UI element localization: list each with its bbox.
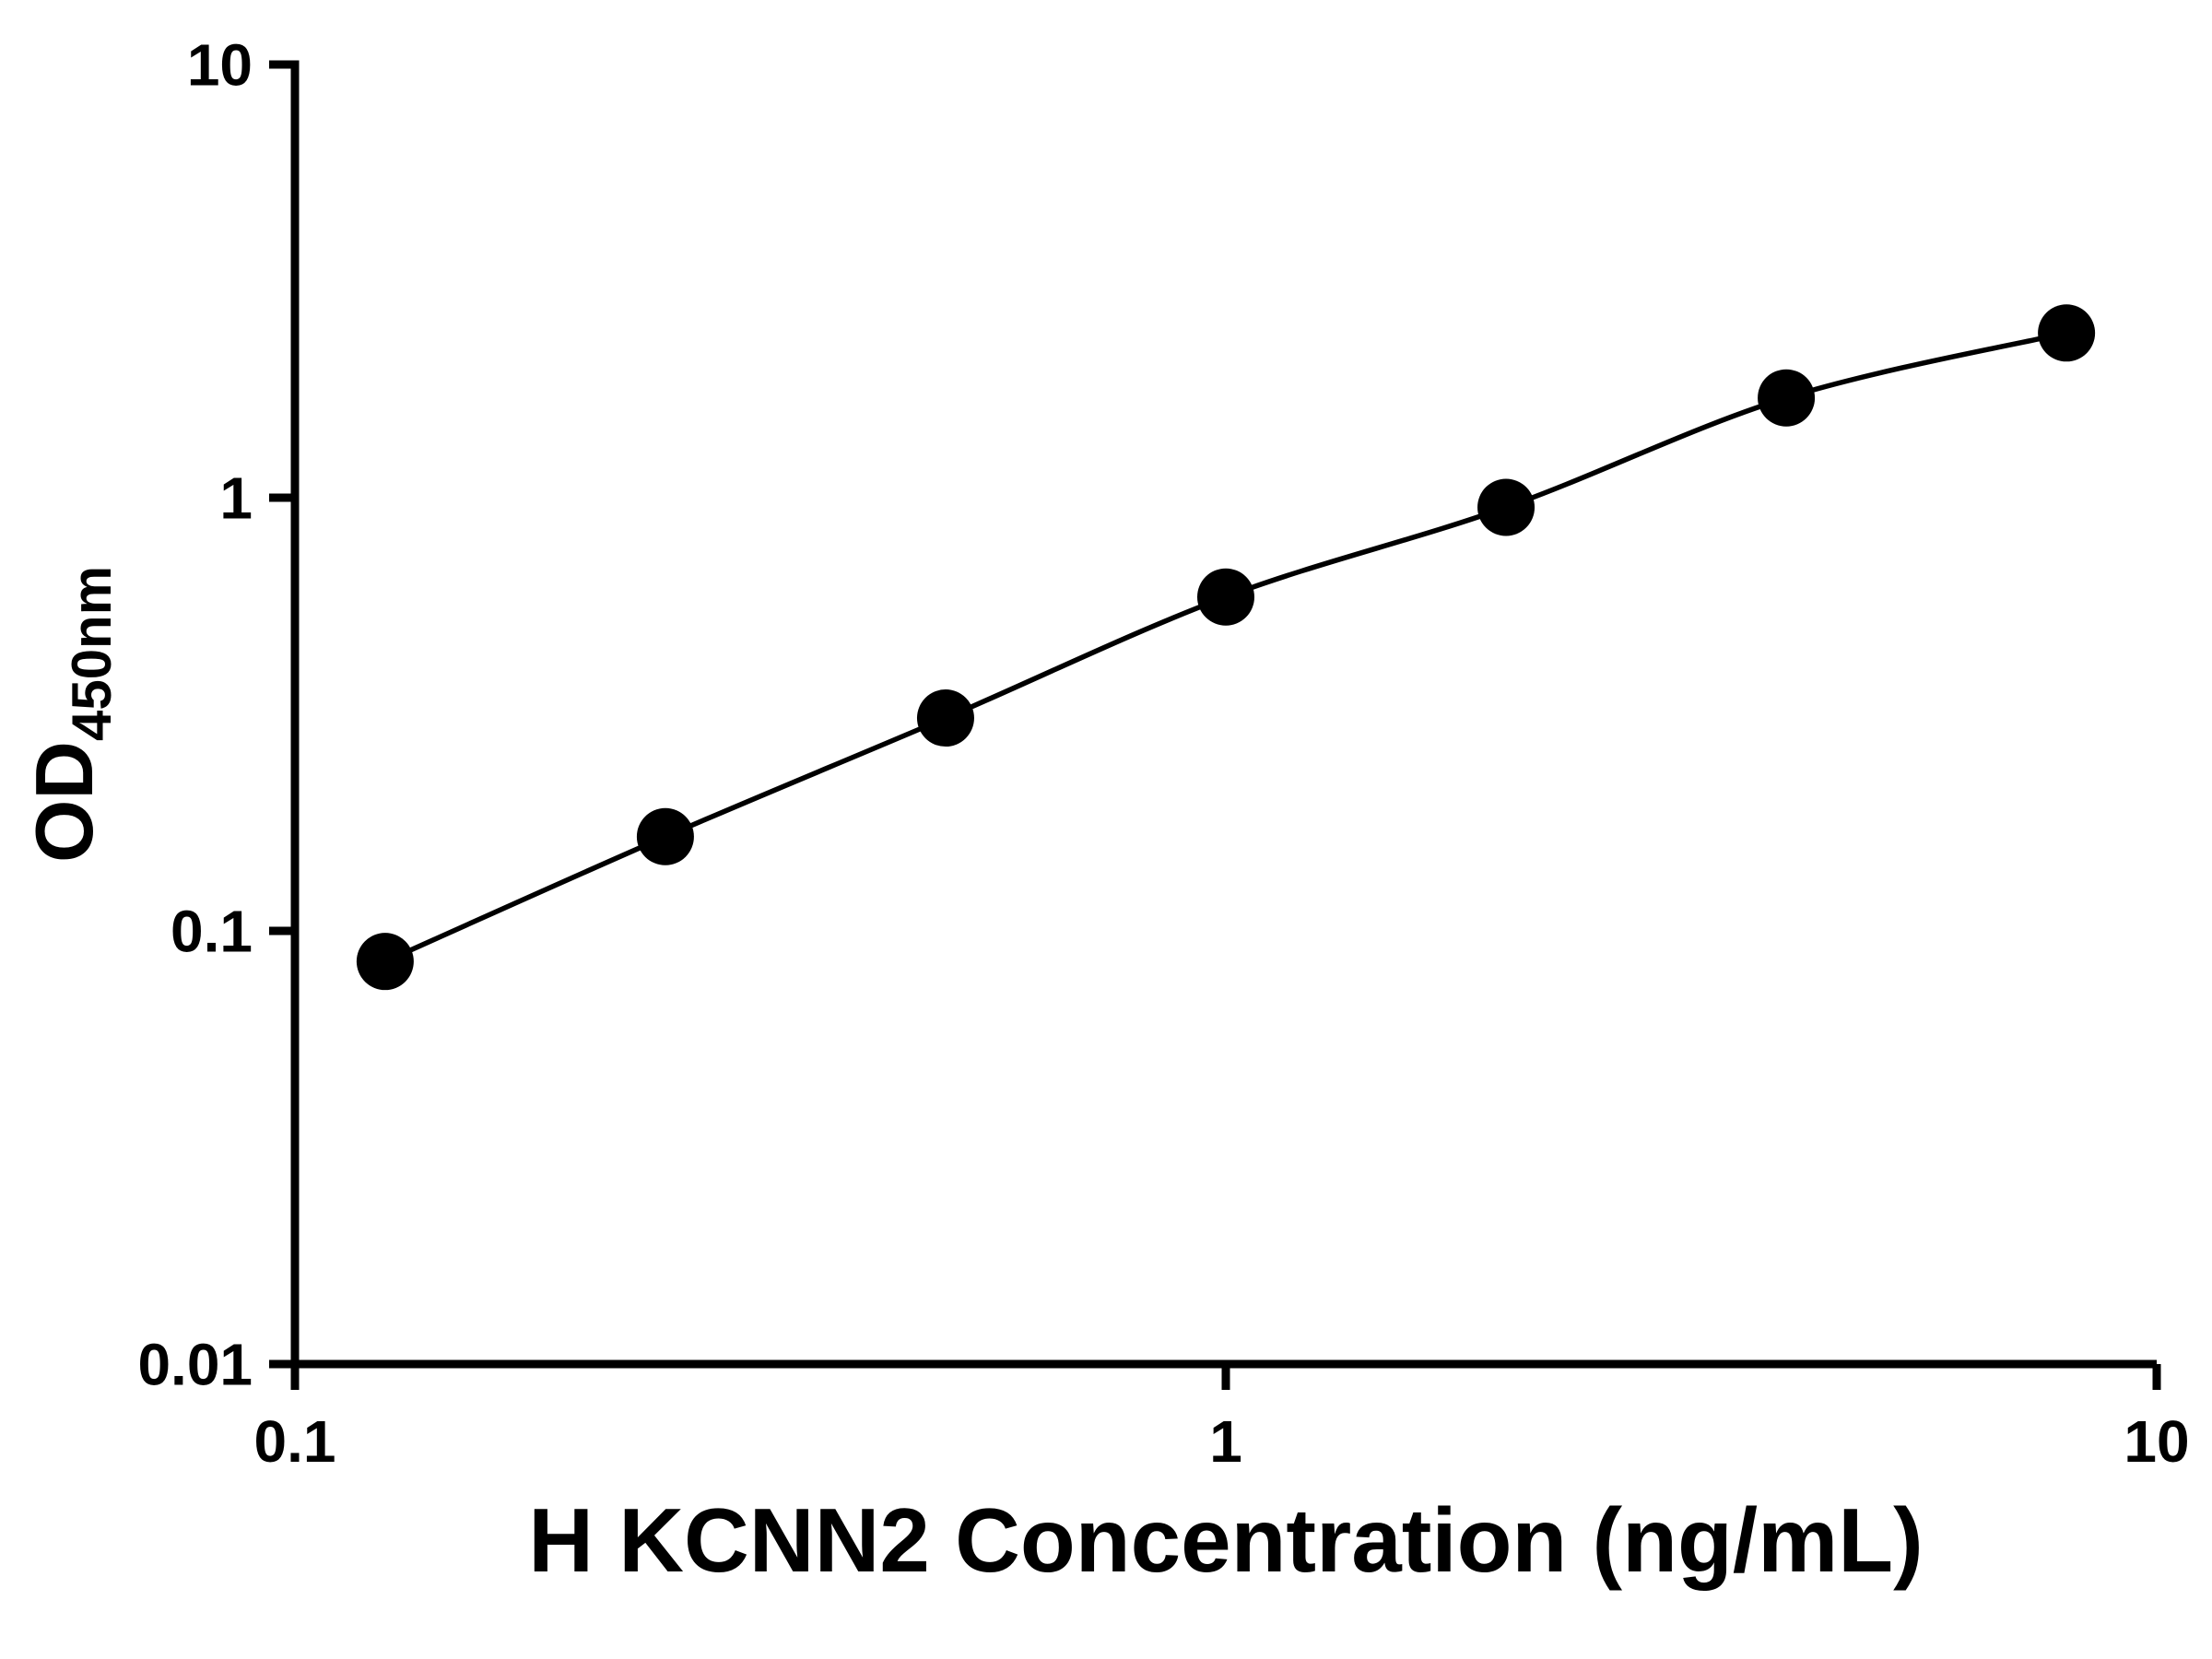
y-axis-title-main: OD (18, 741, 110, 863)
x-tick-label: 10 (2124, 1408, 2189, 1475)
data-point (2038, 304, 2096, 362)
data-point (636, 807, 694, 865)
data-point (356, 933, 414, 991)
x-axis-title: H KCNN2 Concentration (ng/mL) (528, 1489, 1924, 1591)
data-point (1197, 568, 1254, 626)
y-tick-label: 1 (219, 465, 253, 531)
x-tick-label: 0.1 (254, 1408, 336, 1475)
y-tick-label: 0.01 (137, 1331, 253, 1397)
y-axis-title-subscript: 450nm (61, 566, 123, 741)
data-point (1477, 478, 1535, 536)
standard-curve-line (382, 330, 2069, 964)
x-tick-label: 1 (1209, 1408, 1242, 1475)
y-tick-label: 0.1 (171, 898, 253, 964)
data-point (916, 689, 974, 747)
y-axis-title: OD450nm (18, 566, 123, 863)
y-tick-label: 10 (187, 31, 253, 98)
data-point (1758, 369, 1816, 427)
